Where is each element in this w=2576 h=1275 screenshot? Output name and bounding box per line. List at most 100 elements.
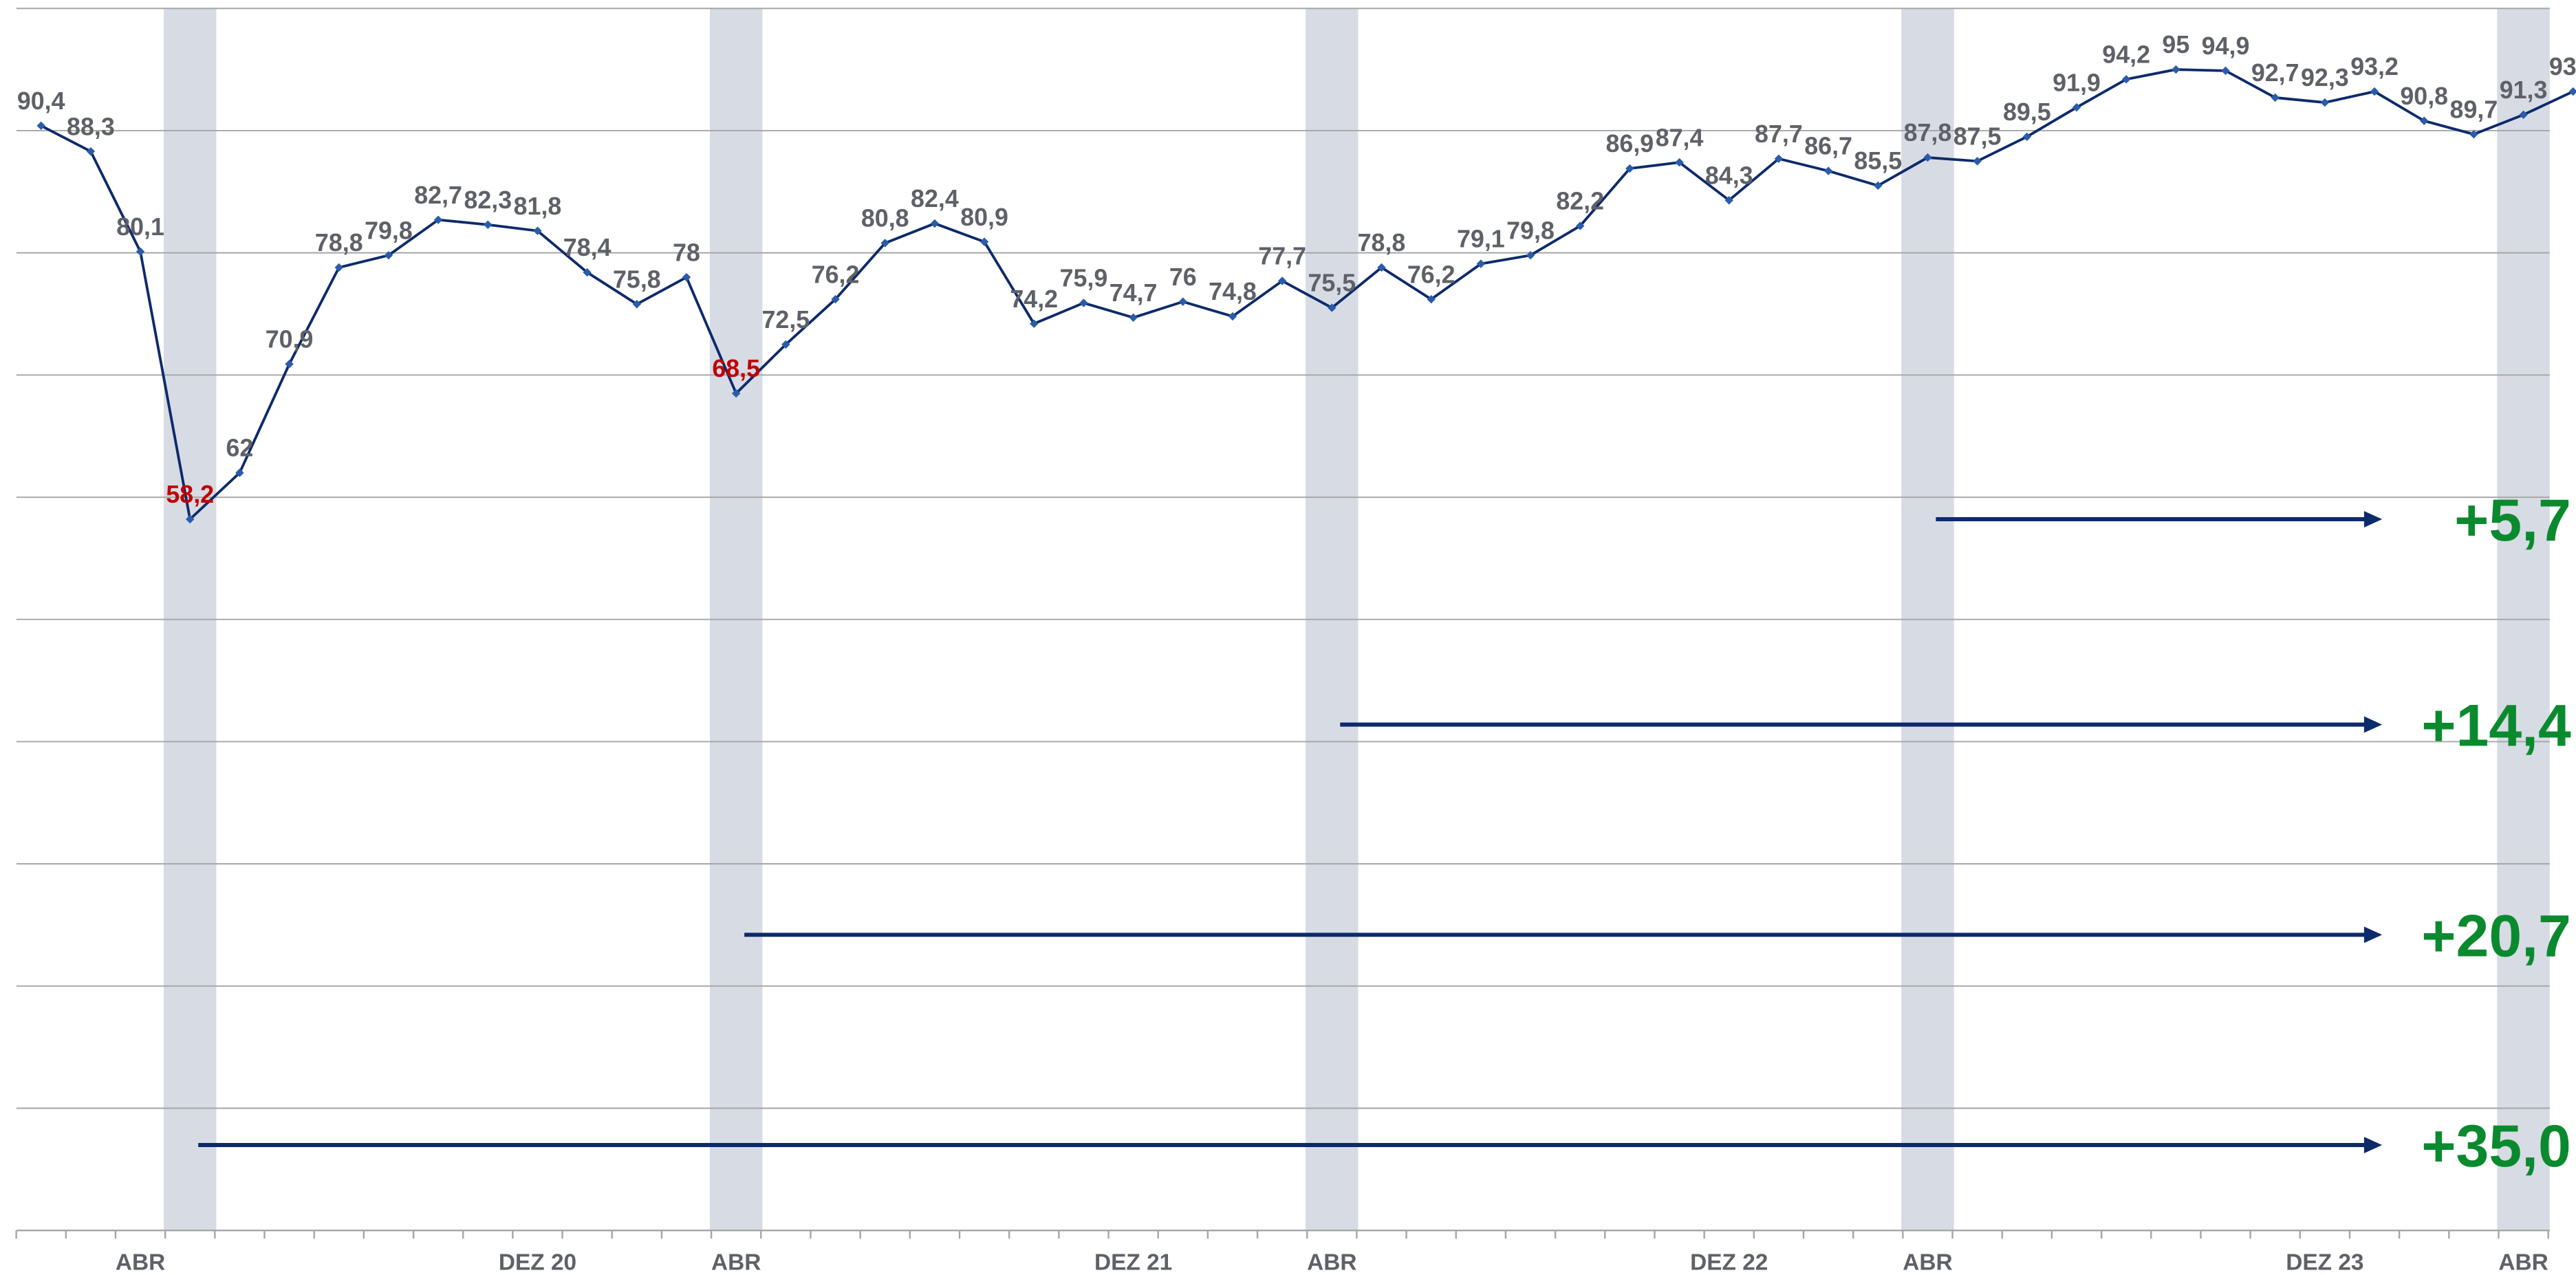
point [433, 215, 443, 224]
point [2320, 98, 2330, 107]
data-label: 78,8 [1358, 229, 1406, 257]
point [2172, 65, 2180, 74]
point [2221, 66, 2230, 76]
data-label: 86,7 [1804, 133, 1852, 160]
point [1178, 297, 1187, 306]
data-label: 80,8 [861, 205, 909, 232]
point [484, 220, 493, 229]
data-label: 76,2 [1407, 261, 1455, 288]
data-label: 74,8 [1209, 278, 1257, 305]
data-label: 80,1 [116, 213, 164, 241]
data-label: 91,3 [2500, 76, 2548, 104]
annotation: +35,0 [2421, 1113, 2571, 1179]
data-label: 87,4 [1656, 124, 1704, 151]
point [1328, 303, 1336, 312]
x-tick-label: ABR [1307, 1250, 1356, 1275]
data-label: 62 [226, 435, 253, 462]
point [2469, 130, 2478, 139]
data-label: 82,7 [414, 182, 462, 209]
point [1973, 157, 1982, 166]
data-label: 80,9 [960, 204, 1008, 231]
data-label: 79,1 [1457, 226, 1505, 253]
x-tick-label: ABR [116, 1250, 165, 1275]
point [2271, 93, 2280, 102]
data-label: 92,3 [2301, 64, 2349, 91]
data-label: 82,2 [1556, 188, 1604, 215]
data-label: 76 [1169, 263, 1197, 291]
data-label: 89,5 [2003, 98, 2051, 126]
data-label: 74,7 [1110, 279, 1158, 307]
data-label: 72,5 [762, 306, 810, 334]
data-label: 75,8 [613, 265, 661, 293]
point [2568, 87, 2576, 96]
point [1228, 312, 1237, 321]
data-label: 92,7 [2251, 59, 2299, 87]
arrow-head [2363, 926, 2383, 944]
data-label: 94,9 [2202, 32, 2250, 60]
point [2420, 116, 2429, 125]
point [1427, 294, 1436, 304]
data-label: 79,8 [365, 217, 413, 244]
data-label: 94,2 [2102, 41, 2150, 68]
data-label: 87,5 [1953, 122, 2002, 150]
data-label: 93,2 [2350, 53, 2399, 80]
x-tick-label: DEZ 20 [499, 1250, 576, 1275]
data-label: 78,4 [563, 234, 611, 261]
x-tick-label: DEZ 22 [1690, 1250, 1768, 1275]
x-tick-label: ABR [711, 1250, 761, 1275]
point [285, 360, 294, 369]
x-tick-label: ABR [2498, 1250, 2548, 1275]
point [1724, 196, 1733, 205]
point [731, 389, 741, 398]
point [1923, 153, 1932, 162]
point [186, 514, 195, 524]
data-label: 58,2 [166, 481, 214, 508]
point [1079, 298, 1088, 307]
data-label: 88,3 [67, 113, 115, 140]
point [2370, 87, 2379, 96]
annotation: +5,7 [2454, 488, 2571, 554]
data-label: 78,8 [315, 229, 363, 257]
point [979, 237, 989, 246]
data-label: 82,3 [464, 186, 512, 214]
data-label: 90,8 [2400, 83, 2448, 110]
arrow-head [2363, 1137, 2383, 1153]
x-tick-label: DEZ 23 [2286, 1250, 2363, 1275]
data-label: 91,9 [2053, 69, 2101, 96]
data-label: 85,5 [1854, 147, 1902, 175]
point [1575, 221, 1585, 230]
data-label: 78 [673, 239, 700, 266]
x-tick-label: DEZ 21 [1094, 1250, 1172, 1275]
annotation: +14,4 [2421, 693, 2571, 759]
point [1774, 154, 1784, 164]
data-label: 89,7 [2450, 96, 2498, 123]
data-label: 75,5 [1308, 270, 1356, 297]
data-label: 79,8 [1506, 217, 1555, 244]
data-label: 74,2 [1010, 285, 1058, 313]
data-label: 87,7 [1755, 120, 1803, 148]
point [2519, 110, 2528, 120]
point [930, 219, 940, 228]
arrow-head [2363, 511, 2383, 527]
data-label: 87,8 [1904, 119, 1952, 146]
point [682, 272, 691, 282]
data-label: 86,9 [1606, 130, 1654, 157]
point [533, 226, 542, 235]
data-label: 77,7 [1258, 243, 1306, 270]
arrow-head [2363, 716, 2383, 733]
point [831, 294, 840, 304]
point [880, 239, 889, 248]
data-label: 82,4 [911, 185, 959, 212]
point [2072, 102, 2081, 112]
data-label: 95 [2162, 31, 2189, 58]
data-label: 76,2 [812, 261, 860, 288]
data-label: 93,2 [2549, 53, 2576, 80]
data-label: 68,5 [712, 355, 760, 382]
point [136, 247, 145, 257]
point [235, 468, 244, 477]
data-label: 90,4 [17, 87, 65, 115]
x-tick-label: ABR [1903, 1250, 1952, 1275]
point [1874, 181, 1883, 190]
